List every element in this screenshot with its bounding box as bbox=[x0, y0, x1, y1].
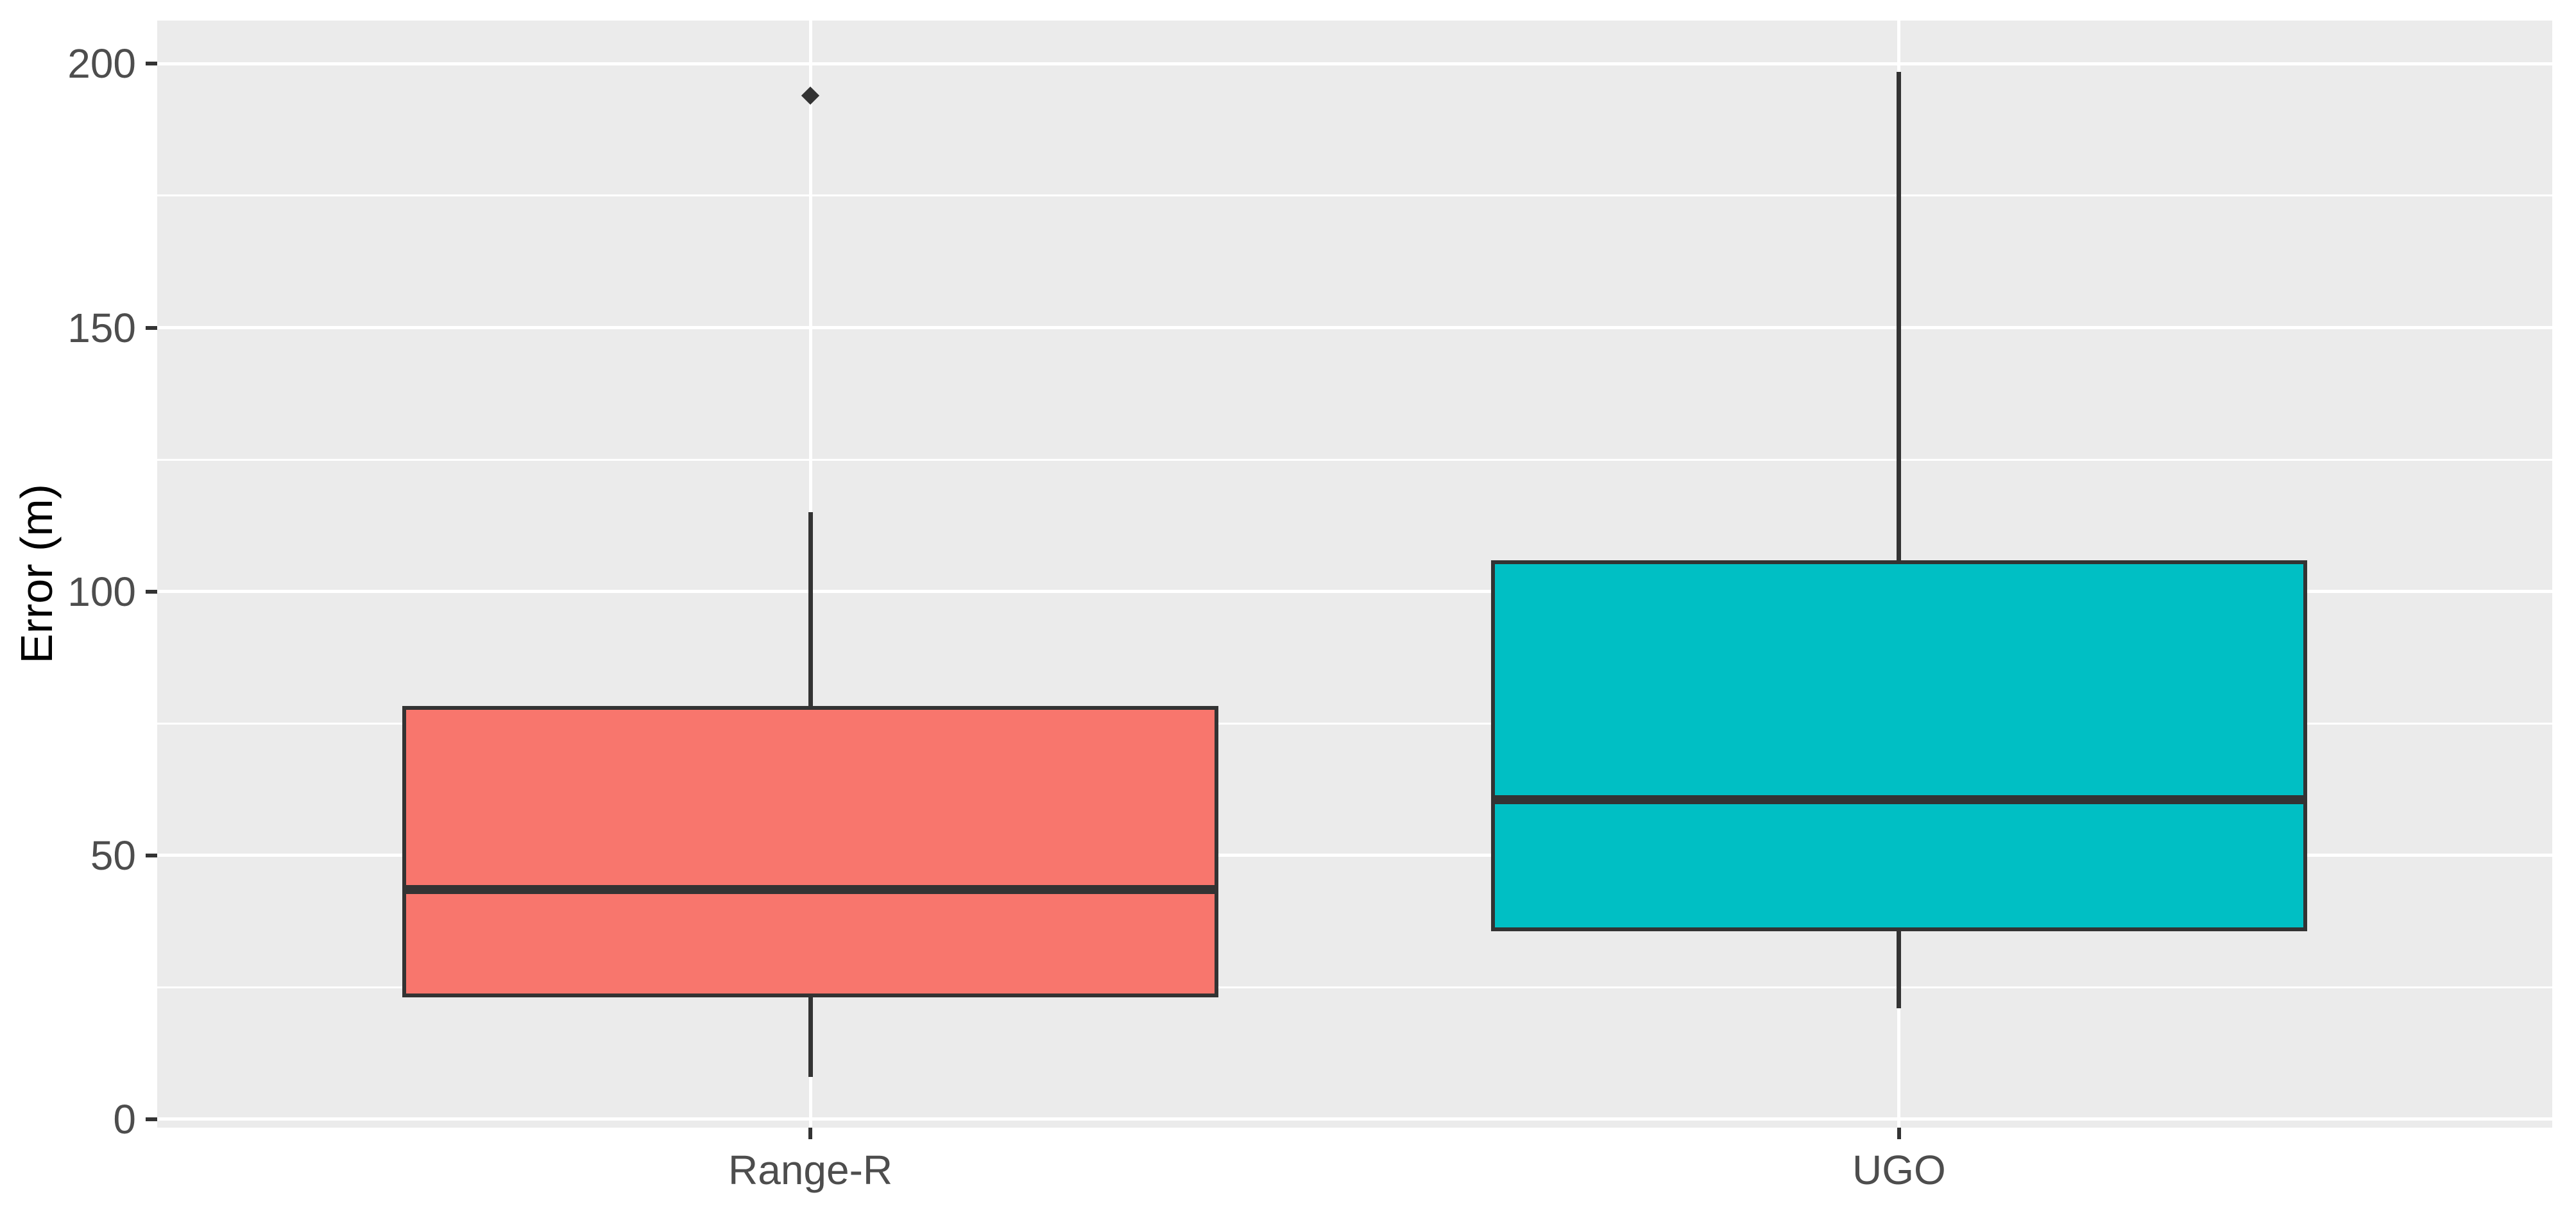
range-r-whisker-upper bbox=[808, 512, 813, 708]
y-tick-mark-50 bbox=[146, 853, 157, 857]
gridline-minor-175 bbox=[157, 194, 2552, 197]
gridline-major-0 bbox=[157, 1117, 2552, 1121]
y-tick-label-50: 50 bbox=[90, 832, 136, 879]
range-r-whisker-lower bbox=[808, 995, 813, 1078]
gridline-major-100 bbox=[157, 590, 2552, 594]
plot-panel bbox=[157, 21, 2552, 1128]
x-tick-mark-ugo bbox=[1897, 1128, 1901, 1139]
ugo-box bbox=[1490, 560, 2308, 931]
y-tick-mark-200 bbox=[146, 62, 157, 66]
y-tick-mark-100 bbox=[146, 589, 157, 594]
range-r-outlier-0 bbox=[801, 86, 820, 105]
gridline-minor-25 bbox=[157, 986, 2552, 988]
gridline-major-50 bbox=[157, 854, 2552, 857]
y-tick-label-200: 200 bbox=[67, 40, 136, 87]
y-tick-label-100: 100 bbox=[67, 568, 136, 615]
y-tick-mark-0 bbox=[146, 1117, 157, 1121]
ugo-whisker-lower bbox=[1897, 929, 1902, 1009]
range-r-median bbox=[402, 885, 1219, 895]
y-tick-label-0: 0 bbox=[113, 1096, 136, 1142]
gridline-major-200 bbox=[157, 62, 2552, 65]
ugo-whisker-upper bbox=[1897, 71, 1902, 563]
gridline-major-150 bbox=[157, 326, 2552, 330]
ugo-median bbox=[1490, 795, 2308, 805]
y-tick-mark-150 bbox=[146, 325, 157, 330]
range-r-box bbox=[402, 705, 1219, 997]
x-tick-label-range-r: Range-R bbox=[728, 1147, 893, 1193]
gridline-minor-125 bbox=[157, 458, 2552, 461]
y-tick-label-150: 150 bbox=[67, 304, 136, 351]
y-axis-title: Error (m) bbox=[12, 484, 62, 664]
x-tick-mark-range-r bbox=[808, 1128, 813, 1139]
gridline-minor-75 bbox=[157, 722, 2552, 725]
x-tick-label-ugo: UGO bbox=[1852, 1147, 1946, 1193]
